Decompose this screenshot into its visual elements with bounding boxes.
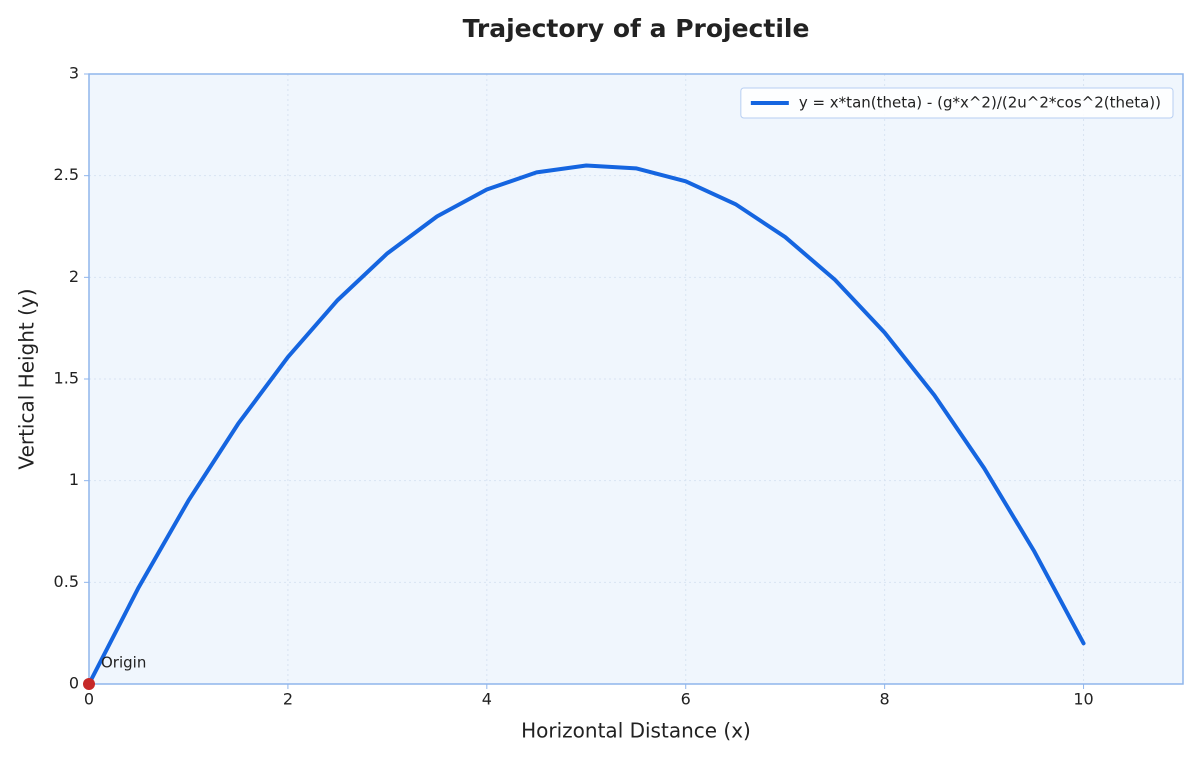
x-axis-label: Horizontal Distance (x) bbox=[521, 719, 751, 743]
y-tick-label: 2 bbox=[69, 267, 79, 286]
y-tick-label: 1.5 bbox=[54, 369, 79, 388]
data bbox=[87, 163, 1086, 686]
y-tick-label: 2.5 bbox=[54, 165, 79, 184]
x-tick-label: 8 bbox=[880, 690, 890, 709]
legend: y = x*tan(theta) - (g*x^2)/(2u^2*cos^2(t… bbox=[740, 87, 1174, 119]
chart-title: Trajectory of a Projectile bbox=[463, 14, 810, 43]
line-series bbox=[87, 163, 1086, 686]
x-tick-label: 6 bbox=[681, 690, 691, 709]
annotation-text: Origin bbox=[101, 654, 146, 672]
x-tick-label: 4 bbox=[482, 690, 492, 709]
y-tick-label: 0.5 bbox=[54, 572, 79, 591]
y-tick-label: 1 bbox=[69, 470, 79, 489]
legend-box bbox=[740, 87, 1174, 119]
x-tick-label: 0 bbox=[84, 690, 94, 709]
y-tick-label: 3 bbox=[69, 64, 79, 83]
x-tick-label: 2 bbox=[283, 690, 293, 709]
x-tick-label: 10 bbox=[1073, 690, 1093, 709]
y-tick-label: 0 bbox=[69, 674, 79, 693]
y-axis-label: Vertical Height (y) bbox=[15, 288, 39, 469]
annotation-point bbox=[83, 678, 95, 690]
legend-label: y = x*tan(theta) - (g*x^2)/(2u^2*cos^2(t… bbox=[799, 94, 1161, 112]
